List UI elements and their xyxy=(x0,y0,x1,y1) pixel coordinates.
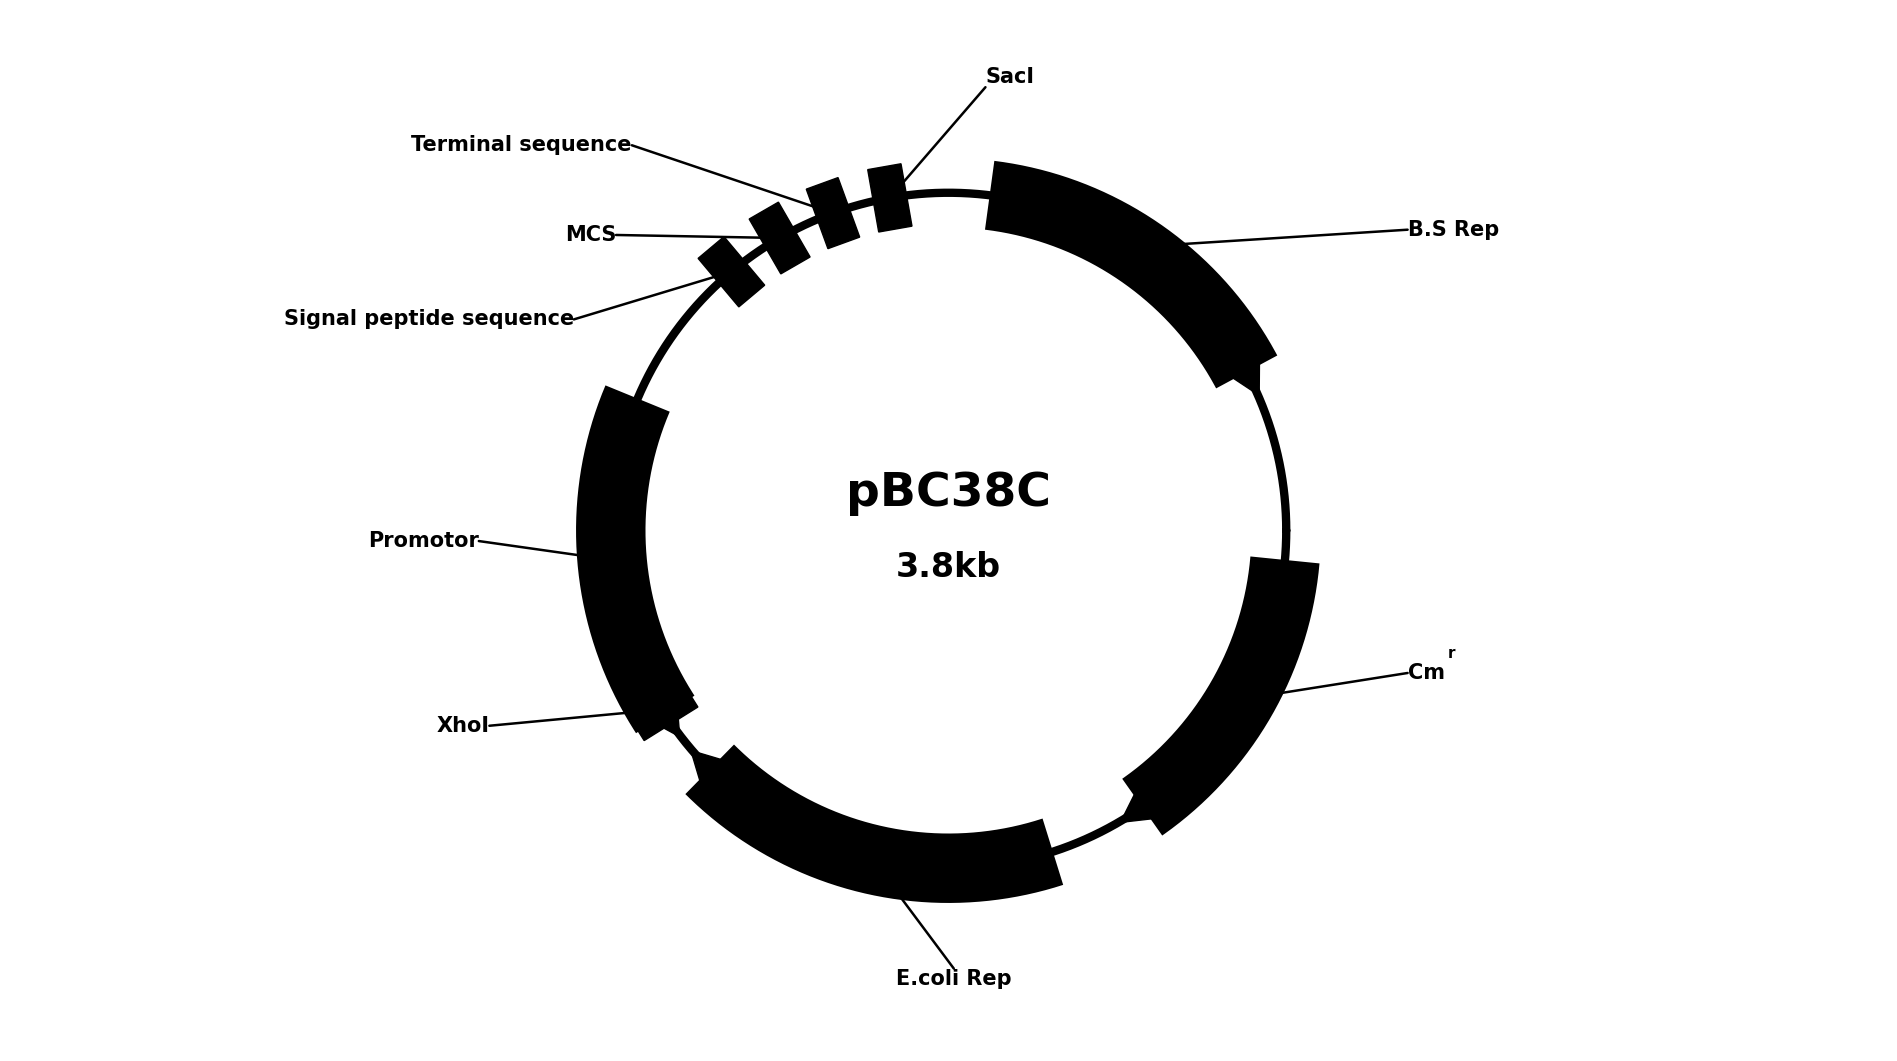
Text: Terminal sequence: Terminal sequence xyxy=(412,135,632,155)
Text: r: r xyxy=(1447,646,1455,661)
Polygon shape xyxy=(1121,768,1180,822)
Polygon shape xyxy=(867,163,912,232)
Text: E.coli Rep: E.coli Rep xyxy=(895,969,1011,989)
Polygon shape xyxy=(749,203,810,274)
Text: Cm: Cm xyxy=(1408,663,1446,683)
Text: SacI: SacI xyxy=(985,67,1034,87)
Text: B.S Rep: B.S Rep xyxy=(1408,220,1499,240)
Polygon shape xyxy=(1208,335,1260,396)
Text: Signal peptide sequence: Signal peptide sequence xyxy=(283,310,573,329)
Text: pBC38C: pBC38C xyxy=(846,471,1051,516)
Text: MCS: MCS xyxy=(565,225,617,245)
Polygon shape xyxy=(806,177,859,248)
Polygon shape xyxy=(698,237,764,307)
Text: Promotor: Promotor xyxy=(368,532,478,551)
Polygon shape xyxy=(691,750,749,808)
Text: XhoI: XhoI xyxy=(436,716,489,735)
Text: 3.8kb: 3.8kb xyxy=(895,551,1002,584)
Polygon shape xyxy=(626,678,698,741)
Polygon shape xyxy=(626,677,679,736)
